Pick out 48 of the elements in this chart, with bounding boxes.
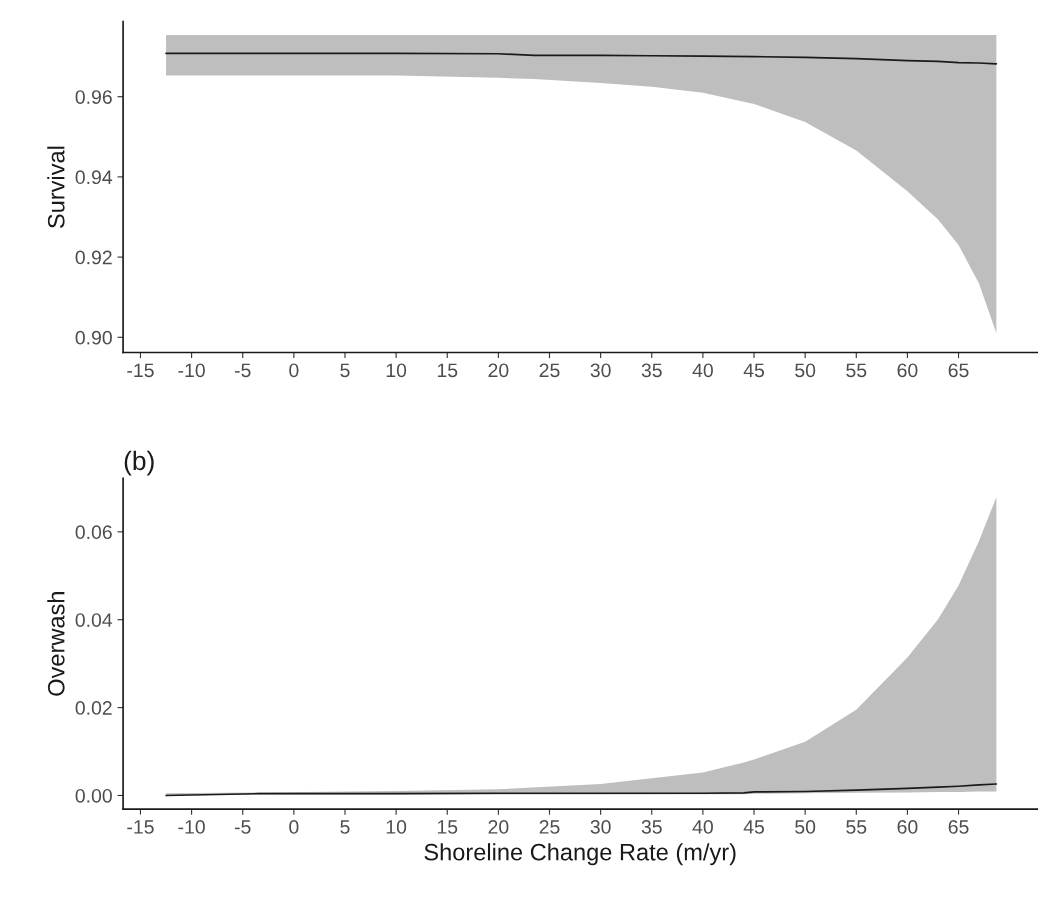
x-tick-label: 65 <box>948 820 969 834</box>
y-axis-title: Survival <box>47 146 65 229</box>
x-tick-label: -5 <box>234 820 251 834</box>
y-tick-label: 0.92 <box>75 250 112 265</box>
x-tick-label: 55 <box>846 820 867 834</box>
x-tick-label: 0 <box>289 820 299 834</box>
x-tick-label: 35 <box>641 820 662 834</box>
x-tick-label: 30 <box>590 363 611 378</box>
y-tick-label: 0.02 <box>75 701 112 715</box>
x-tick-label: 20 <box>488 820 509 834</box>
chart-title: (b) <box>124 450 154 476</box>
y-tick-label: 0.04 <box>75 613 113 627</box>
line-series <box>165 52 998 65</box>
x-tick-label: 50 <box>795 363 816 378</box>
x-tick-label: 35 <box>641 363 662 378</box>
x-tick-label: 60 <box>897 820 918 834</box>
line-series <box>165 783 998 797</box>
x-tick-label: 25 <box>539 820 560 834</box>
x-tick-label: 65 <box>948 363 969 378</box>
y-tick-label: 0.06 <box>75 525 112 540</box>
y-axis-title: Overwash <box>47 592 65 696</box>
x-tick-label: 55 <box>846 363 867 378</box>
y-tick-label: 0.00 <box>75 788 112 803</box>
x-tick-label: -10 <box>178 820 205 834</box>
y-tick-label: 0.90 <box>75 330 112 345</box>
x-tick-label: 40 <box>692 820 713 834</box>
x-tick-label: 50 <box>795 820 816 834</box>
x-tick-label: 30 <box>590 820 611 834</box>
y-tick-label: 0.96 <box>75 90 112 104</box>
x-tick-label: 60 <box>897 363 918 378</box>
x-tick-label: 15 <box>437 363 458 378</box>
x-tick-label: 45 <box>743 363 765 378</box>
x-tick-label: 40 <box>692 363 713 378</box>
x-tick-label: 20 <box>488 363 509 378</box>
x-tick-label: 0 <box>289 363 299 378</box>
x-tick-label: -15 <box>127 820 154 834</box>
y-tick-label: 0.94 <box>75 170 113 185</box>
x-tick-label: 25 <box>539 363 560 378</box>
x-tick-label: 10 <box>386 363 407 378</box>
x-tick-label: 15 <box>437 820 458 834</box>
x-tick-label: -10 <box>178 363 205 378</box>
x-tick-label: 10 <box>386 820 407 834</box>
x-tick-label: -15 <box>127 363 154 378</box>
x-tick-label: -5 <box>234 363 251 378</box>
x-tick-label: 5 <box>340 820 350 834</box>
x-tick-label: 45 <box>743 820 765 834</box>
x-axis-title: Shoreline Change Rate (m/yr) <box>424 843 736 866</box>
x-tick-label: 5 <box>340 363 350 378</box>
